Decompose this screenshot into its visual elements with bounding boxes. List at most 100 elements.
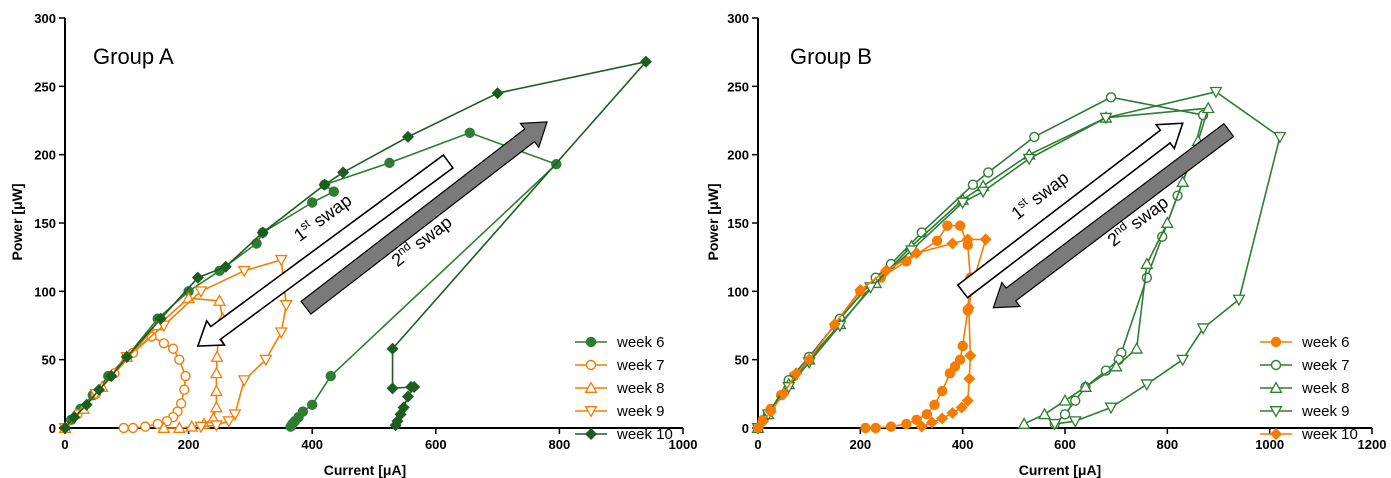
data-point — [1029, 131, 1040, 143]
data-point — [954, 354, 966, 365]
data-point — [1160, 216, 1174, 228]
legend-label: week 6 — [616, 334, 665, 351]
series-week-7 — [59, 331, 191, 434]
legend-marker — [1269, 381, 1283, 393]
data-point — [931, 235, 943, 246]
data-point — [219, 260, 232, 273]
y-tick-label: 50 — [42, 353, 56, 368]
panel-title: Group B — [790, 44, 872, 69]
series-line — [64, 259, 288, 429]
series-line — [64, 60, 647, 429]
data-point — [983, 167, 994, 178]
data-point — [949, 361, 961, 372]
series-week-8 — [58, 291, 230, 433]
data-point — [1196, 323, 1210, 335]
data-point — [860, 422, 871, 434]
data-point — [777, 387, 790, 400]
legend: week 6 week 7 week 8 week 9 week 10 — [575, 334, 673, 443]
y-tick-label: 150 — [727, 216, 749, 231]
data-point — [1068, 416, 1082, 428]
data-point — [955, 401, 968, 414]
series-line — [757, 238, 987, 429]
data-point — [1176, 175, 1190, 187]
data-point — [172, 421, 186, 433]
x-tick-label: 200 — [849, 437, 871, 452]
series-week-10 — [751, 233, 992, 435]
series-week-7 — [752, 92, 1209, 434]
legend-marker — [1269, 406, 1283, 418]
legend-marker — [584, 427, 598, 441]
y-tick-label: 300 — [34, 11, 56, 26]
x-tick-label: 1000 — [1255, 437, 1284, 452]
x-tick-label: 1200 — [1358, 437, 1387, 452]
data-point — [237, 265, 251, 278]
data-point — [870, 422, 881, 434]
data-point — [180, 370, 191, 382]
legend-marker — [584, 406, 598, 418]
data-point — [979, 233, 992, 246]
data-point — [911, 414, 922, 425]
data-point — [963, 372, 976, 385]
data-point — [854, 283, 867, 296]
x-tick-label: 600 — [1054, 437, 1076, 452]
data-point — [259, 354, 273, 367]
data-point — [879, 264, 892, 277]
legend-marker — [584, 381, 598, 393]
second-swap-arrow — [300, 121, 548, 315]
x-tick-label: 1000 — [669, 437, 698, 452]
data-point — [389, 419, 402, 432]
data-point — [256, 226, 269, 239]
data-point — [964, 349, 977, 362]
data-point — [1104, 402, 1118, 415]
data-point — [925, 416, 938, 429]
data-point — [639, 55, 652, 68]
legend-marker — [1269, 427, 1283, 441]
legend-label: week 9 — [1301, 403, 1350, 420]
y-axis-title: Power [μW] — [705, 183, 721, 260]
data-point — [1232, 294, 1246, 307]
legend-label: week 10 — [1301, 426, 1358, 443]
x-tick-label: 400 — [952, 437, 974, 452]
y-tick-label: 50 — [735, 353, 749, 368]
x-tick-label: 0 — [61, 437, 68, 452]
data-point — [1017, 417, 1031, 429]
data-point — [174, 354, 185, 365]
data-point — [1058, 393, 1072, 406]
x-axis-title: Current [μA] — [324, 462, 406, 478]
data-point — [237, 375, 251, 387]
data-point — [307, 399, 318, 410]
data-point — [318, 178, 331, 191]
first-swap-arrow — [956, 122, 1184, 299]
data-point — [910, 247, 923, 260]
x-tick-label: 0 — [754, 437, 761, 452]
x-tick-label: 200 — [178, 437, 200, 452]
data-point — [491, 87, 504, 100]
data-point — [127, 422, 139, 434]
data-point — [764, 405, 777, 418]
data-point — [1105, 92, 1117, 103]
data-point — [120, 350, 133, 363]
data-point — [1109, 359, 1123, 372]
data-point — [803, 353, 816, 366]
data-point — [956, 197, 970, 210]
data-point — [209, 384, 223, 397]
y-tick-label: 100 — [727, 284, 749, 299]
y-tick-label: 150 — [34, 216, 56, 231]
data-point — [967, 179, 979, 190]
data-point — [194, 421, 208, 434]
data-point — [158, 338, 170, 349]
data-point — [401, 130, 415, 143]
data-point — [209, 420, 223, 433]
data-point — [1038, 407, 1052, 420]
series-week-6 — [752, 220, 976, 434]
data-point — [401, 390, 415, 403]
data-point — [210, 350, 224, 362]
data-point — [962, 301, 975, 314]
data-point — [751, 421, 765, 435]
data-point — [936, 412, 949, 425]
data-point — [194, 286, 208, 299]
y-tick-label: 200 — [34, 148, 56, 163]
series-line — [757, 96, 1204, 429]
data-point — [285, 421, 296, 432]
data-point — [464, 127, 475, 139]
